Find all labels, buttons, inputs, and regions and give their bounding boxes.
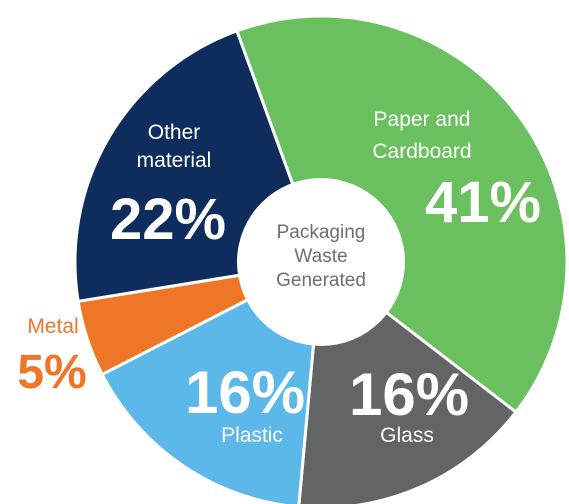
slice-value-plastic: 16%: [185, 359, 305, 426]
center-label-line: Generated: [276, 270, 366, 291]
slice-value-paper-and-cardboard: 41%: [425, 170, 541, 235]
center-label-line: Waste: [294, 246, 347, 267]
slice-name-paper-and-cardboard: Paper and Cardboard: [372, 108, 471, 163]
donut-hole: [237, 178, 405, 346]
slice-value-other-material: 22%: [110, 187, 226, 252]
slice-name-glass: Glass: [380, 424, 434, 447]
center-label: Packaging Waste Generated: [276, 222, 366, 291]
slice-value-metal: 5%: [17, 346, 86, 399]
slice-name-line: Other: [148, 121, 201, 144]
slice-paper-and-cardboard: [235, 14, 569, 414]
slice-value-glass: 16%: [349, 361, 469, 428]
slice-name-line: Glass: [380, 424, 434, 447]
center-label-line: Packaging: [277, 222, 366, 243]
slice-name-line: Cardboard: [372, 140, 471, 163]
slice-name-line: material: [137, 149, 212, 172]
slice-name-metal: Metal: [27, 315, 78, 338]
slice-name-line: Metal: [27, 315, 78, 338]
slice-name-other-material: Other material: [137, 121, 212, 172]
slice-name-line: Paper and: [374, 108, 471, 131]
slice-name-plastic: Plastic: [221, 424, 283, 447]
slice-name-line: Plastic: [221, 424, 283, 447]
